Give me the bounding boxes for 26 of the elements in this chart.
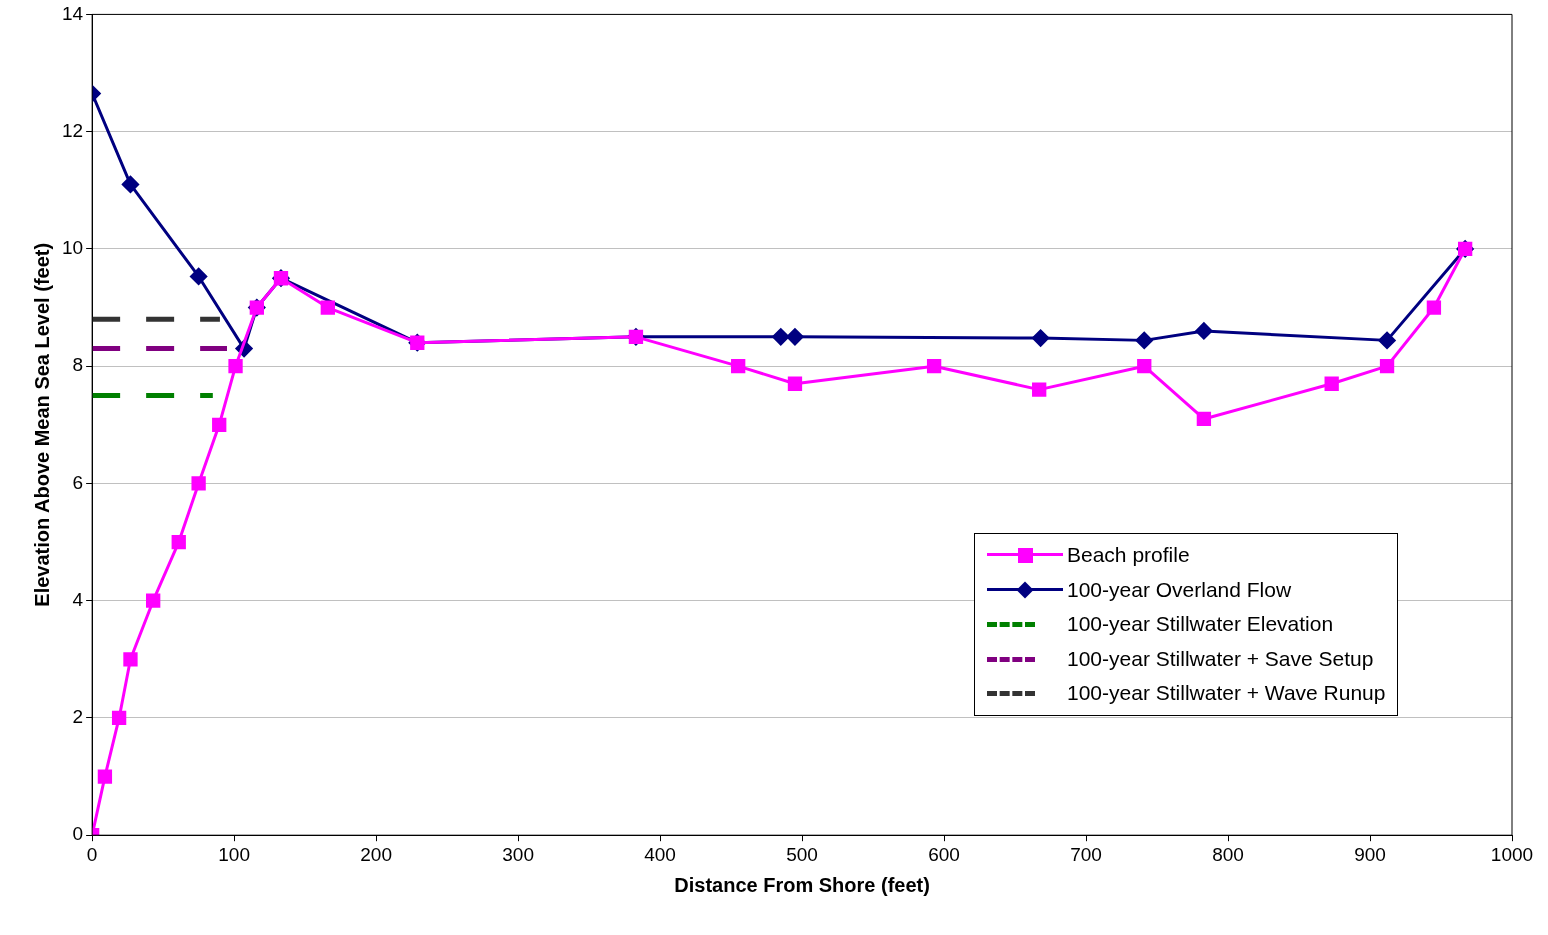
legend-label: 100-year Stillwater + Wave Runup [1067, 681, 1386, 706]
x-tick-label: 100 [218, 843, 250, 865]
x-tick-label: 400 [644, 843, 676, 865]
x-tick-label: 700 [1070, 843, 1102, 865]
y-tick-label: 2 [72, 706, 84, 728]
x-tick-label: 800 [1212, 843, 1244, 865]
legend-label: 100-year Overland Flow [1067, 577, 1292, 602]
y-tick-label: 6 [72, 471, 84, 493]
legend-label: 100-year Stillwater Elevation [1067, 612, 1334, 637]
y-tick-label: 12 [61, 119, 84, 141]
x-tick-label: 200 [360, 843, 392, 865]
x-tick-label: 1000 [1490, 843, 1534, 865]
y-tick-label: 10 [61, 237, 84, 259]
legend-label: Beach profile [1067, 543, 1190, 568]
y-axis-title: Elevation Above Mean Sea Level (feet) [30, 242, 53, 607]
x-tick-label: 500 [786, 843, 818, 865]
x-axis-title: Distance From Shore (feet) [674, 873, 930, 896]
y-tick-label: 8 [72, 354, 84, 376]
y-tick-label: 14 [61, 2, 84, 24]
legend-label: 100-year Stillwater + Save Setup [1067, 646, 1374, 671]
x-tick-label: 300 [502, 843, 534, 865]
x-tick-label: 900 [1354, 843, 1386, 865]
x-tick-label: 0 [86, 843, 98, 865]
x-tick-label: 600 [928, 843, 960, 865]
y-tick-label: 0 [72, 823, 84, 845]
y-tick-label: 4 [72, 588, 84, 610]
